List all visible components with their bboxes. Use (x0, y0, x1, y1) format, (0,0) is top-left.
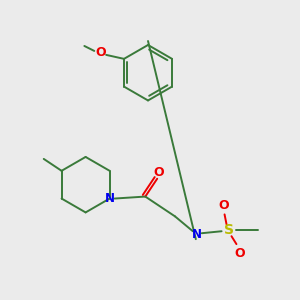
Text: S: S (224, 223, 233, 237)
Text: O: O (218, 199, 229, 212)
Text: O: O (154, 166, 164, 179)
Text: N: N (192, 228, 202, 241)
Text: N: N (105, 192, 115, 205)
Text: O: O (234, 247, 245, 260)
Text: O: O (95, 46, 106, 59)
